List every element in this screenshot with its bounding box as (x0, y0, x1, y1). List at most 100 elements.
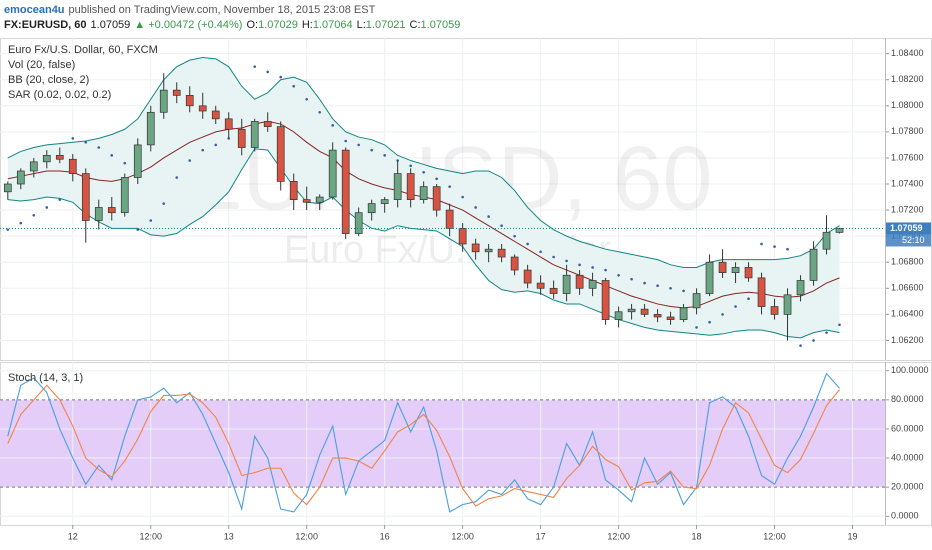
y-tick-label: 1.06600 (891, 283, 924, 293)
candle-body (523, 269, 532, 284)
plot-layer: 1.062001.064001.066001.068001.070001.072… (0, 38, 932, 541)
sar-dot (578, 263, 581, 267)
candle-body (484, 248, 493, 253)
candle-body (16, 170, 25, 185)
change: ▲ +0.00472 (+0.44%) (134, 19, 242, 31)
candle-body (237, 128, 246, 148)
x-tick-label: 19 (848, 531, 858, 541)
x-tick-label: 12:00 (451, 531, 474, 541)
candle-body (250, 121, 259, 148)
sar-dot (344, 139, 347, 143)
candle-body (68, 158, 77, 174)
countdown: 52:10 (902, 235, 925, 245)
candle-body (614, 311, 623, 320)
open: 1.07029 (258, 19, 298, 31)
countdown-tag (886, 234, 931, 247)
y-tick-label: 80.0000 (891, 394, 924, 404)
sar-dot (71, 137, 75, 140)
sar-dot (58, 198, 62, 201)
sar-dot (669, 286, 672, 290)
y-tick-label: 20.0000 (891, 482, 924, 492)
y-tick-label: 40.0000 (891, 452, 924, 462)
sar-dot (825, 331, 828, 334)
header-line-2: FX:EURUSD, 60 1.07059 ▲ +0.00472 (+0.44%) O… (4, 19, 460, 31)
candle-body (679, 307, 688, 320)
x-tick-label: 12:00 (763, 531, 786, 541)
candle-body (419, 186, 428, 201)
close-label: C: (410, 19, 421, 31)
candle-body (458, 227, 467, 245)
y-tick-label: 100.0000 (891, 365, 929, 375)
candle-body (367, 203, 376, 214)
sar-dot (305, 97, 308, 101)
candle-body (536, 282, 545, 289)
author[interactable]: emocean4u (4, 4, 65, 16)
candle-body (653, 314, 662, 318)
x-tick-label: 12:00 (607, 531, 630, 541)
y-tick-label: 1.06400 (891, 309, 924, 319)
candle-body (432, 186, 441, 211)
sar-dot (370, 148, 373, 152)
sar-dot (799, 344, 802, 347)
x-tick-label: 13 (224, 531, 234, 541)
y-tick-label: 1.07800 (891, 126, 924, 136)
candle-body (107, 207, 116, 214)
candle-body (172, 89, 181, 96)
candle-body (185, 95, 194, 107)
indicator-label: SAR (0.02, 0.02, 0.2) (8, 89, 111, 101)
stoch-panel: Stoch (14, 3, 1) (7, 372, 840, 513)
sar-dot (838, 323, 841, 327)
indicator-label: Vol (20, false) (8, 59, 75, 71)
candle-body (133, 144, 142, 178)
sar-dot (812, 339, 815, 342)
candle-body (302, 199, 311, 203)
y-tick-label: 0.0000 (891, 511, 919, 521)
sar-dot (409, 164, 412, 168)
sar-dot (6, 228, 10, 231)
y-tick-label: 1.08000 (891, 100, 924, 110)
close: 1.07059 (421, 19, 461, 31)
sar-dot (123, 161, 127, 165)
sar-dot (461, 195, 464, 199)
candle-body (783, 294, 792, 315)
y-tick-label: 1.07600 (891, 152, 924, 162)
candle-body (718, 261, 727, 274)
published: published on TradingView.com, November 1… (69, 4, 376, 16)
y-tick-label: 1.06200 (891, 335, 924, 345)
sar-dot (32, 213, 36, 217)
sar-dot (331, 124, 334, 127)
sar-dot (214, 143, 218, 147)
candle-body (770, 306, 779, 315)
bollinger-upper (7, 57, 840, 268)
indicator-label: BB (20, close, 2) (8, 74, 89, 86)
sar-dot (695, 326, 698, 329)
x-tick-label: 12:00 (295, 531, 318, 541)
sar-dot (786, 247, 789, 251)
candle-body (224, 118, 233, 130)
candle-body (120, 177, 129, 214)
sar-dot (500, 224, 503, 228)
chart-title: Stoch (14, 3, 1) (8, 372, 83, 384)
last-price-label: 1.07059 (890, 223, 923, 233)
candle-body (198, 105, 207, 112)
open-label: O: (246, 19, 258, 31)
candle-body (822, 231, 831, 250)
sar-dot (162, 202, 166, 205)
candle-body (393, 173, 402, 201)
last: 1.07059 (91, 19, 131, 31)
y-tick-label: 1.08200 (891, 74, 924, 84)
candle-body (159, 89, 168, 113)
x-tick-label: 12 (68, 531, 78, 541)
stoch-line (7, 384, 840, 507)
candle-body (406, 173, 415, 201)
candle-body (497, 248, 506, 258)
candle-body (94, 207, 103, 221)
candle-body (640, 308, 649, 315)
sar-dot (175, 176, 179, 179)
candle-body (575, 274, 584, 289)
chart-title: Euro Fx/U.S. Dollar, 60, FXCM (8, 44, 158, 56)
candle-body (445, 209, 454, 229)
sar-dot (773, 245, 776, 248)
y-tick-label: 60.0000 (891, 423, 924, 433)
sar-dot (604, 268, 607, 272)
